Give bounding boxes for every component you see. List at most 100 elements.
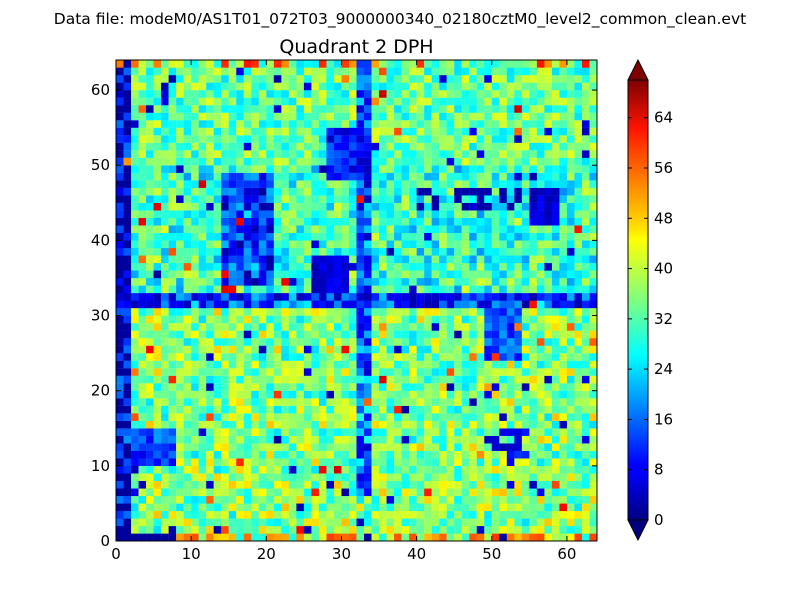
heatmap-cell [461,420,470,429]
heatmap-cell [348,255,357,264]
heatmap-cell [551,353,560,361]
heatmap-cell [251,525,259,534]
heatmap-cell [348,292,357,301]
heatmap-cell [514,172,522,181]
heatmap-cell [258,398,267,406]
heatmap-cell [318,180,327,188]
heatmap-cell [281,180,290,188]
heatmap-cell [206,135,214,143]
heatmap-cell [589,247,598,256]
heatmap-cell [559,172,568,181]
heatmap-cell [454,90,462,98]
heatmap-cell [123,390,132,399]
heatmap-cell [213,262,222,271]
heatmap-cell [311,180,320,188]
heatmap-cell [273,525,282,534]
heatmap-cell [206,383,214,391]
heatmap-cell [446,75,455,83]
heatmap-cell [431,488,440,497]
heatmap-cell [581,360,590,369]
heatmap-cell [484,270,492,279]
heatmap-cell [153,510,162,519]
heatmap-cell [161,360,169,369]
heatmap-cell [183,187,192,196]
heatmap-cell [536,262,545,271]
heatmap-cell [439,503,447,512]
heatmap-cell [461,323,470,331]
heatmap-cell [236,375,244,384]
heatmap-cell [469,420,477,429]
heatmap-cell [213,360,222,369]
heatmap-cell [484,97,492,106]
heatmap-cell [131,187,139,196]
heatmap-cell [288,217,297,226]
heatmap-cell [221,292,229,301]
heatmap-cell [461,398,470,406]
heatmap-cell [559,518,568,527]
heatmap-cell [371,270,380,279]
heatmap-cell [191,180,199,188]
heatmap-cell [251,135,259,143]
heatmap-cell [424,270,432,279]
heatmap-cell [476,247,485,256]
heatmap-cell [514,338,522,346]
heatmap-cell [499,232,507,241]
heatmap-cell [221,330,229,339]
heatmap-cell [273,495,282,504]
heatmap-cell [191,435,199,444]
heatmap-cell [544,420,553,429]
heatmap-cell [469,458,477,466]
heatmap-cell [206,458,214,466]
heatmap-cell [206,510,214,519]
heatmap-cell [168,360,177,369]
heatmap-cell [446,323,455,331]
heatmap-cell [544,165,553,173]
heatmap-cell [544,277,553,286]
heatmap-cell [454,345,462,354]
heatmap-cell [424,353,432,361]
heatmap-cell [228,458,237,466]
heatmap-cell [401,120,410,128]
heatmap-cell [303,60,312,68]
heatmap-cell [191,225,199,234]
heatmap-cell [581,195,590,203]
heatmap-cell [551,345,560,354]
heatmap-cell [348,413,357,421]
heatmap-cell [258,465,267,474]
heatmap-cell [499,525,507,534]
heatmap-cell [228,82,237,91]
heatmap-cell [364,428,372,436]
heatmap-cell [424,315,432,324]
heatmap-cell [326,345,335,354]
heatmap-cell [514,75,522,83]
heatmap-cell [521,533,530,542]
heatmap-cell [138,525,147,534]
heatmap-cell [371,232,380,241]
heatmap-cell [183,135,192,143]
heatmap-cell [341,255,350,264]
heatmap-cell [326,413,335,421]
heatmap-cell [574,473,583,482]
heatmap-cell [123,443,132,451]
heatmap-cell [296,353,305,361]
heatmap-cell [529,503,538,512]
heatmap-cell [146,127,154,136]
heatmap-cell [296,82,305,91]
heatmap-cell [198,135,207,143]
heatmap-cell [551,157,560,166]
heatmap-cell [161,277,169,286]
heatmap-cell [333,240,342,249]
heatmap-cell [176,285,184,294]
heatmap-cell [379,458,387,466]
heatmap-cell [536,112,545,121]
heatmap-cell [551,180,560,188]
heatmap-cell [356,75,365,83]
heatmap-cell [281,150,290,158]
heatmap-cell [431,413,440,421]
heatmap-cell [401,217,410,226]
heatmap-cell [183,300,192,309]
heatmap-cell [221,383,229,391]
heatmap-cell [409,398,417,406]
heatmap-cell [341,465,350,474]
